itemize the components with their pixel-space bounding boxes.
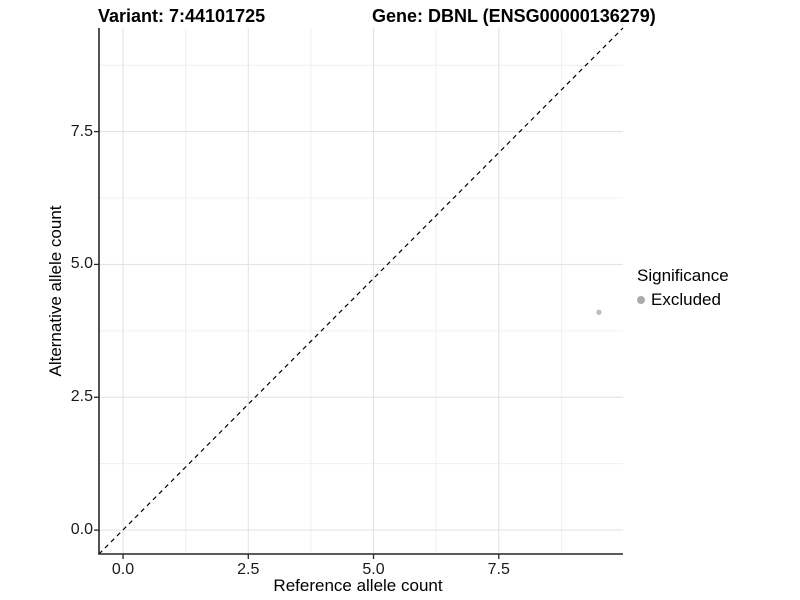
- y-tick-label: 7.5: [70, 122, 93, 140]
- identity-dashed-line: [98, 27, 624, 555]
- plot-title-variant: Variant: 7:44101725: [98, 6, 266, 26]
- legend-item-label: Excluded: [651, 290, 721, 309]
- legend-point-icon: [637, 296, 645, 304]
- legend-item-excluded: Excluded: [637, 290, 729, 310]
- plot-title-gene: Gene: DBNL (ENSG00000136279): [372, 6, 656, 26]
- x-tick-label: 5.0: [362, 561, 385, 578]
- y-axis-title: Alternative allele count: [46, 205, 65, 377]
- legend: Significance Excluded: [637, 266, 729, 310]
- legend-title: Significance: [637, 266, 729, 285]
- x-tick-label: 2.5: [237, 561, 260, 578]
- y-tick-label: 0.0: [70, 521, 93, 539]
- data-point-excluded: [596, 309, 602, 315]
- x-tick-label: 0.0: [111, 561, 135, 578]
- x-tick-label: 7.5: [487, 561, 510, 578]
- y-tick-label: 5.0: [70, 255, 93, 273]
- y-tick-label: 2.5: [70, 388, 93, 406]
- x-axis-title: Reference allele count: [273, 576, 443, 595]
